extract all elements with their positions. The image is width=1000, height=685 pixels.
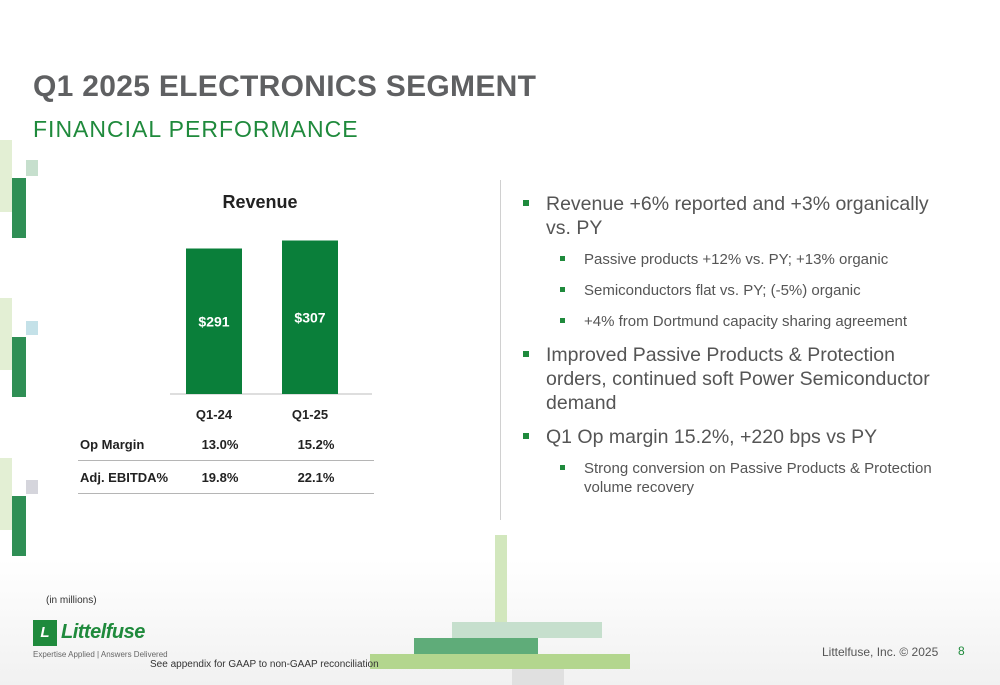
logo-tagline: Expertise Applied | Answers Delivered [33, 650, 168, 659]
decor-block [12, 496, 26, 556]
decor-block [495, 535, 507, 635]
x-tick-label: Q1-25 [292, 407, 328, 422]
metric-label: Adj. EBITDA% [80, 470, 169, 485]
bullet-text: Revenue +6% reported and +3% organically… [546, 193, 929, 239]
sub-bullet-item: Semiconductors flat vs. PY; (-5%) organi… [522, 281, 932, 300]
bullet-square-icon [523, 200, 529, 206]
metrics-table: Op Margin 13.0% 15.2% Adj. EBITDA% 19.8%… [78, 428, 374, 494]
bullet-item: Q1 Op margin 15.2%, +220 bps vs PY [522, 425, 932, 449]
bullet-square-icon [560, 256, 565, 261]
bar-data-label: $291 [198, 313, 229, 329]
metrics-row-op-margin: Op Margin 13.0% 15.2% [78, 428, 374, 461]
units-note: (in millions) [46, 595, 97, 606]
sub-bullet-item: Strong conversion on Passive Products & … [522, 459, 932, 497]
bullet-list: Revenue +6% reported and +3% organically… [522, 192, 932, 509]
column-divider [500, 180, 501, 520]
logo-wordmark: Littelfuse [61, 621, 145, 643]
sub-bullet-item: +4% from Dortmund capacity sharing agree… [522, 312, 932, 331]
bullet-text: Semiconductors flat vs. PY; (-5%) organi… [584, 282, 861, 299]
metric-value-q1-25: 22.1% [297, 470, 335, 485]
bullet-square-icon [523, 433, 529, 439]
decor-block [26, 321, 38, 335]
company-logo: L Littelfuse Expertise Applied | Answers… [33, 620, 168, 660]
decor-block [452, 622, 602, 638]
revenue-bar-chart: $291 Q1-24 $307 Q1-25 [170, 240, 372, 422]
decor-block [26, 480, 38, 494]
page-number: 8 [958, 644, 965, 658]
bullet-text: Strong conversion on Passive Products & … [584, 460, 932, 496]
littelfuse-logo-icon: L [33, 620, 57, 646]
metrics-row-adj-ebitda: Adj. EBITDA% 19.8% 22.1% [78, 461, 374, 494]
bullet-text: Improved Passive Products & Protection o… [546, 344, 930, 414]
decor-block [370, 654, 630, 669]
decor-block [512, 669, 564, 685]
decor-block [414, 638, 538, 654]
decor-block [0, 298, 12, 370]
bullet-text: +4% from Dortmund capacity sharing agree… [584, 313, 908, 330]
footnote: See appendix for GAAP to non-GAAP reconc… [150, 659, 379, 670]
metric-value-q1-25: 15.2% [297, 437, 335, 452]
bullet-text: Q1 Op margin 15.2%, +220 bps vs PY [546, 426, 878, 448]
bullet-item: Improved Passive Products & Protection o… [522, 343, 932, 415]
revenue-bar-q1-24 [186, 248, 242, 394]
decor-block [26, 160, 38, 176]
bullet-item: Revenue +6% reported and +3% organically… [522, 192, 932, 240]
bullet-square-icon [523, 351, 529, 357]
metric-value-q1-24: 19.8% [201, 470, 239, 485]
metric-value-q1-24: 13.0% [201, 437, 239, 452]
copyright: Littelfuse, Inc. © 2025 [822, 645, 939, 659]
bullet-text: Passive products +12% vs. PY; +13% organ… [584, 251, 889, 268]
sub-bullet-item: Passive products +12% vs. PY; +13% organ… [522, 250, 932, 269]
bullet-square-icon [560, 287, 565, 292]
bar-data-label: $307 [294, 309, 325, 325]
bullet-square-icon [560, 465, 565, 470]
decor-block [0, 458, 12, 530]
decor-block [12, 178, 26, 238]
page-subtitle: FINANCIAL PERFORMANCE [33, 116, 359, 142]
decor-block [12, 337, 26, 397]
page-title: Q1 2025 ELECTRONICS SEGMENT [33, 70, 537, 103]
x-tick-label: Q1-24 [196, 407, 233, 422]
chart-title: Revenue [222, 192, 298, 212]
decor-block [0, 140, 12, 212]
metric-label: Op Margin [80, 437, 145, 452]
revenue-bar-q1-25 [282, 240, 338, 394]
bullet-square-icon [560, 318, 565, 323]
